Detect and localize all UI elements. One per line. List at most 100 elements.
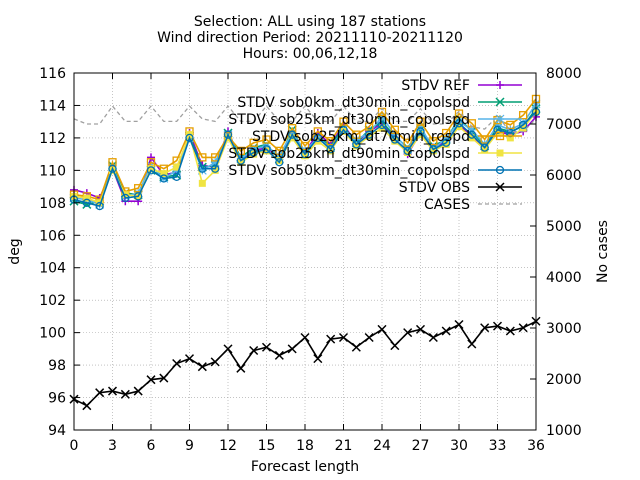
data-point — [262, 135, 271, 144]
data-point — [159, 174, 168, 183]
data-point — [467, 125, 477, 135]
data-point — [82, 198, 91, 207]
data-point — [365, 122, 374, 131]
data-point — [467, 130, 476, 139]
data-point — [223, 344, 233, 354]
data-point — [197, 362, 207, 372]
data-point — [146, 375, 156, 385]
data-point — [352, 142, 360, 150]
data-point — [352, 140, 361, 149]
series-layer — [69, 94, 541, 411]
data-point — [95, 201, 104, 211]
data-point — [108, 164, 117, 173]
data-point — [120, 389, 130, 399]
series-5 — [69, 107, 541, 211]
x-tick-label: 15 — [258, 438, 276, 454]
data-point — [519, 111, 528, 120]
data-point — [506, 120, 515, 130]
data-point — [480, 143, 489, 152]
data-point — [198, 153, 207, 162]
legend-label: STDV OBS — [399, 180, 470, 196]
data-point — [249, 148, 258, 157]
data-point — [454, 319, 464, 330]
x-tick-label: 3 — [108, 438, 117, 454]
series-6 — [69, 316, 541, 411]
legend-label: STDV REF — [401, 78, 470, 94]
data-point — [454, 119, 464, 128]
data-point — [496, 149, 504, 157]
x-tick-label: 6 — [147, 438, 156, 454]
data-point — [147, 165, 155, 173]
data-point — [404, 149, 412, 157]
data-point — [301, 152, 309, 160]
data-point — [416, 127, 425, 136]
legend-label: CASES — [424, 197, 470, 213]
y-tick-label: 116 — [39, 66, 66, 82]
data-point — [160, 170, 168, 178]
data-point — [454, 109, 464, 118]
data-point — [121, 193, 130, 203]
data-point — [442, 140, 450, 148]
y-tick-label: 102 — [39, 293, 66, 309]
data-point — [147, 153, 155, 162]
series-7 — [73, 105, 537, 133]
data-point — [403, 146, 412, 156]
data-point — [262, 145, 271, 154]
data-point — [416, 117, 425, 126]
x-tick-label: 30 — [450, 438, 468, 454]
data-point — [495, 182, 505, 192]
axis-ticks: 0 3 6 9 12 15 18 21 24 27 30 33 36949698100102104106… — [39, 66, 581, 454]
y2-tick-label: 1000 — [546, 423, 582, 439]
data-point — [184, 354, 195, 364]
legend-label: STDV sob0km_dt30min_copolspd — [237, 95, 470, 111]
data-point — [492, 321, 503, 331]
chart-title: Selection: ALL using 187 stations Wind d… — [157, 14, 463, 62]
data-point — [300, 332, 310, 343]
data-point — [495, 97, 505, 107]
data-point — [326, 145, 335, 154]
x-tick-label: 21 — [335, 438, 353, 454]
data-point — [134, 192, 143, 201]
y-tick-label: 96 — [48, 391, 66, 407]
series-line — [73, 320, 537, 407]
data-point — [249, 345, 259, 356]
data-point — [210, 357, 220, 367]
legend-label: STDV sob25km_dt90min_copolspd — [228, 146, 470, 162]
data-point — [237, 158, 245, 166]
data-point — [211, 164, 220, 173]
x-tick-label: 18 — [296, 438, 314, 454]
data-point — [159, 373, 169, 383]
data-point — [391, 137, 399, 145]
data-point — [403, 328, 413, 338]
y2-tick-label: 2000 — [546, 372, 582, 388]
data-point — [467, 339, 477, 349]
y-tick-label: 104 — [39, 261, 66, 277]
data-point — [339, 117, 348, 126]
data-point — [365, 130, 374, 139]
data-point — [442, 128, 451, 138]
data-point — [377, 120, 387, 130]
data-point — [364, 332, 374, 343]
data-point — [274, 151, 284, 161]
data-point — [339, 125, 348, 134]
data-point — [505, 326, 515, 336]
x-axis-label: Forecast length — [251, 459, 359, 475]
x-tick-label: 24 — [373, 438, 391, 454]
data-point — [95, 388, 105, 398]
data-point — [390, 341, 400, 351]
data-point — [172, 358, 182, 368]
data-point — [198, 164, 207, 173]
y-tick-label: 100 — [39, 326, 66, 342]
data-point — [415, 324, 426, 334]
data-point — [275, 146, 284, 156]
data-point — [210, 157, 220, 167]
data-point — [481, 145, 489, 153]
data-point — [390, 125, 399, 134]
x-tick-label: 9 — [185, 438, 194, 454]
data-point — [198, 179, 206, 187]
y-tick-label: 112 — [39, 131, 66, 147]
title-line-1: Selection: ALL using 187 stations — [194, 14, 426, 30]
data-point — [250, 150, 258, 158]
